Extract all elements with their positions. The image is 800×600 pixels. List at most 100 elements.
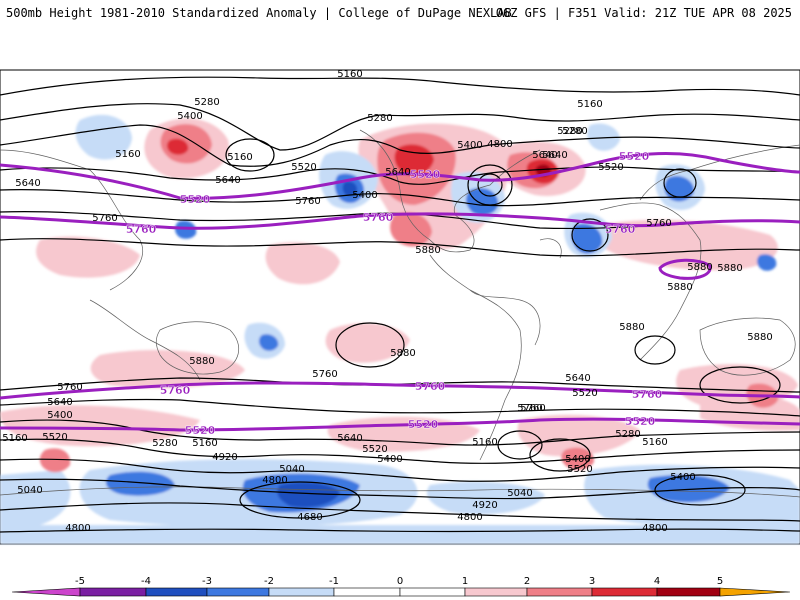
colorbar-tick-label: 4 [654,576,660,587]
highlight-value-label: 5760 [363,211,394,224]
anomaly-patch [75,114,132,160]
coastline [0,486,800,498]
colorbar-segment [206,587,270,597]
highlight-contour [0,212,800,230]
contour-value-label: 5160 [2,433,27,444]
contour-value-label: 5520 [291,162,316,173]
contour-value-label: 5880 [619,322,644,333]
contour-value-label: 5160 [227,152,252,163]
anomaly-patch [390,212,432,247]
highlight-value-label: 5760 [126,223,157,236]
height-contour [0,76,800,96]
contour-labels: 5160 5280 5400 5280 5160 5520 5640 5400 5280 5160… [2,69,772,534]
coastline [89,299,201,381]
anomaly-patch [175,220,197,239]
colorbar-segment [719,587,791,597]
highlight-value-label: 5520 [180,193,211,206]
anomaly-patch [757,254,777,271]
anomaly-patch [587,123,620,151]
contour-value-label: 4800 [457,512,482,523]
contour-value-label: 5760 [646,218,671,229]
highlight-value-label: 5520 [625,415,656,428]
contour-value-label: 5280 [152,438,177,449]
height-contour [0,528,800,533]
contour-value-label: 5760 [520,403,545,414]
contour-value-label: 5760 [57,382,82,393]
height-contour [467,164,513,206]
contour-value-label: 5280 [615,429,640,440]
height-contour [497,430,543,460]
contour-value-label: 5400 [457,140,482,151]
anomaly-patch [571,223,603,254]
height-contour [0,189,800,207]
anomaly-patch [466,187,499,216]
anomaly-patch [265,242,340,285]
contour-value-label: 4680 [297,512,322,523]
height-contour [0,438,800,464]
contour-value-label: 5280 [367,113,392,124]
contour-value-label: 5520 [362,444,387,455]
colorbar-tick-label: -3 [202,576,212,587]
contour-value-label: 5160 [337,69,362,80]
coastline [599,202,702,361]
contour-value-label: 4920 [212,452,237,463]
highlight-value-label: 5760 [605,223,636,236]
anomaly-patch [0,405,200,447]
height-contour [634,335,676,365]
contour-value-label: 5880 [687,262,712,273]
contour-value-label: 4800 [262,475,287,486]
colorbar-tick-label: 2 [524,576,530,587]
height-contour [0,398,800,417]
colorbar-segment [145,587,208,597]
contour-value-label: 5520 [42,432,67,443]
contour-value-label: 5760 [295,196,320,207]
colorbar-segment [399,587,466,597]
contour-value-label: 5880 [667,282,692,293]
contour-value-label: 5400 [565,454,590,465]
coastlines [0,129,800,498]
colorbar-tick-label: 0 [397,576,403,587]
contour-value-label: 5160 [192,438,217,449]
colorbar-tick-label: -1 [329,576,339,587]
contour-value-label: 5160 [115,149,140,160]
colorbar-tick-label: -4 [141,576,151,587]
contour-value-label: 5880 [747,332,772,343]
highlight-value-label: 5760 [632,388,663,401]
anomaly-shading [0,114,800,544]
anomaly-patch [36,236,140,278]
colorbar-segment [268,587,335,597]
contour-value-label: 5640 [215,175,240,186]
model-run-info: 06Z GFS | F351 Valid: 21Z TUE APR 08 202… [495,6,792,20]
contour-value-label: 5520 [572,388,597,399]
colorbar-segment [591,587,658,597]
anomaly-patch [517,414,640,457]
contour-value-label: 5760 [517,403,542,414]
height-contour [477,173,503,197]
colorbar-segment [79,587,147,597]
contour-value-label: 5040 [17,485,42,496]
height-contour [571,218,609,252]
coastline [0,149,143,291]
contour-value-label: 5040 [507,488,532,499]
contour-value-label: 5400 [47,410,72,421]
colorbar-tick-label: -5 [75,576,85,587]
height-contour [225,138,275,172]
height-contour [0,103,800,151]
anomaly-patch [394,144,434,176]
colorbar-tick-label: -2 [264,576,274,587]
contour-value-label: 5040 [279,464,304,475]
colorbar-segment [11,587,81,597]
colorbar-segment [333,587,401,597]
contour-value-label: 5760 [312,369,337,380]
contour-value-label: 5880 [189,356,214,367]
highlight-contour [658,258,712,280]
anomaly-patch [105,471,175,496]
anomaly-patch [277,482,340,508]
contour-value-label: 5400 [670,472,695,483]
anomaly-patch [600,219,778,271]
anomaly-patch [342,181,358,196]
anomaly-patch [647,475,730,503]
height-contour [335,322,405,368]
contour-value-label: 5640 [532,150,557,161]
